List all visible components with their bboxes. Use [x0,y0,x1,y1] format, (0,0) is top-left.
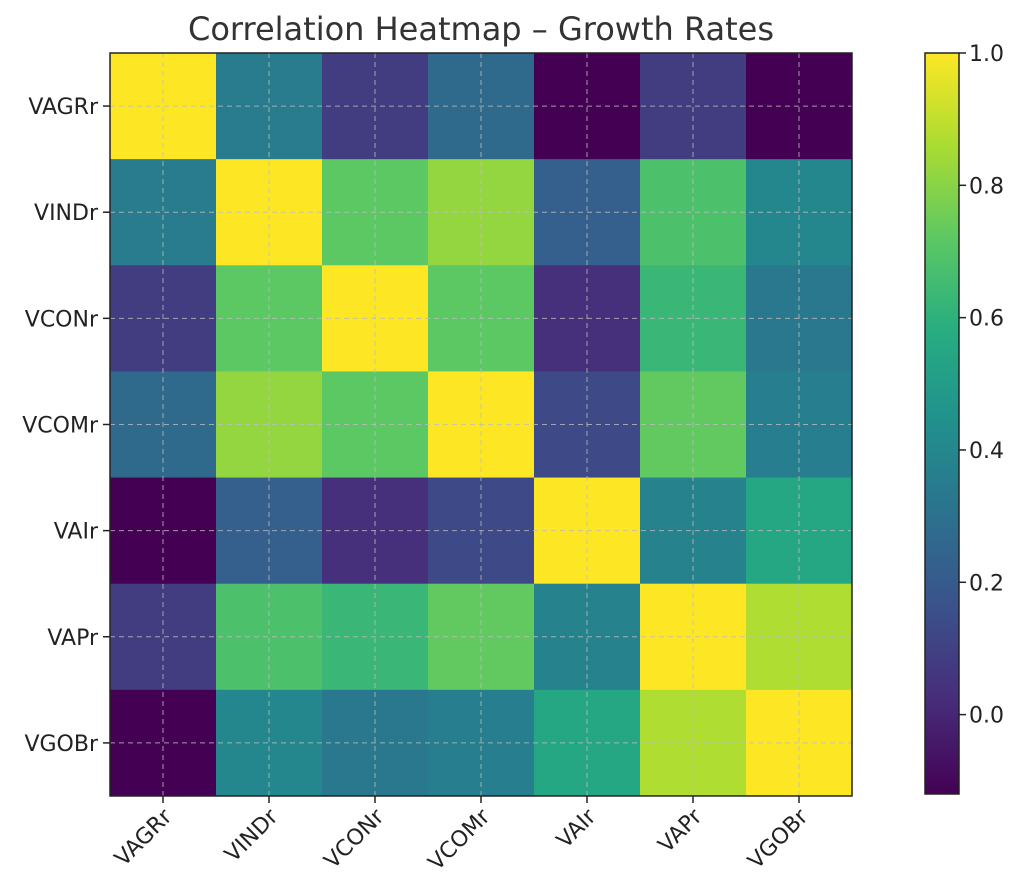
x-tick-label-VAIr: VAIr [552,804,602,854]
heatmap-grid [110,53,852,796]
x-tick-label-VCOMr: VCOMr [424,804,496,876]
heatmap-cell-VAGRr-VAGRr [110,53,217,160]
heatmap-cell-VAGRr-VINDr [216,53,323,160]
x-tick-label-VAPr: VAPr [654,804,708,858]
colorbar-tick-label: 0.4 [969,439,1004,464]
y-tick-labels: VAGRr VINDr VCONr VCOMr VAIr VAPr VGOBr [22,95,99,757]
heatmap-cell-VGOBr-VAPr [640,689,747,797]
colorbar-tick-label: 1.0 [969,42,1004,67]
heatmap-axes [103,52,853,803]
heatmap-cell-VAPr-VAPr [640,583,747,691]
x-tick-label-VCONr: VCONr [320,804,390,874]
heatmap-cell-VINDr-VAGRr [110,159,217,266]
y-tick-label-VAGRr: VAGRr [28,95,99,120]
colorbar-tick-label: 0.6 [969,307,1004,332]
colorbar-gradient [925,53,959,794]
x-tick-label-VGOBr: VGOBr [744,804,814,874]
colorbar-tick-label: 0.8 [969,174,1004,199]
chart-title: Correlation Heatmap – Growth Rates [188,10,774,48]
heatmap-cell-VGOBr-VINDr [216,689,323,797]
y-tick-label-VGOBr: VGOBr [24,732,99,757]
x-tick-label-VAGRr: VAGRr [110,804,178,872]
y-tick-label-VCONr: VCONr [25,307,99,332]
y-tick-label-VAPr: VAPr [47,626,99,651]
heatmap-cell-VAPr-VAGRr [110,583,217,691]
colorbar-frame [924,52,960,795]
heatmap-cell-VGOBr-VAGRr [110,689,217,797]
x-tick-label-VINDr: VINDr [220,804,284,868]
heatmap-cell-VINDr-VINDr [216,159,323,266]
colorbar: 0.0 0.2 0.4 0.6 0.8 1.0 [924,42,1004,795]
heatmap-cell-VAPr-VINDr [216,583,323,691]
y-tick-label-VAIr: VAIr [54,520,99,545]
colorbar-tick-label: 0.2 [969,571,1004,596]
colorbar-tick-label: 0.0 [969,704,1004,729]
y-tick-label-VCOMr: VCOMr [22,413,99,438]
heatmap-cell-VAGRr-VAPr [640,53,747,160]
y-tick-label-VINDr: VINDr [34,201,99,226]
heatmap-cell-VINDr-VAPr [640,159,747,266]
x-tick-labels: VAGRr VINDr VCONr VCOMr VAIr VAPr VGOBr [110,804,814,876]
